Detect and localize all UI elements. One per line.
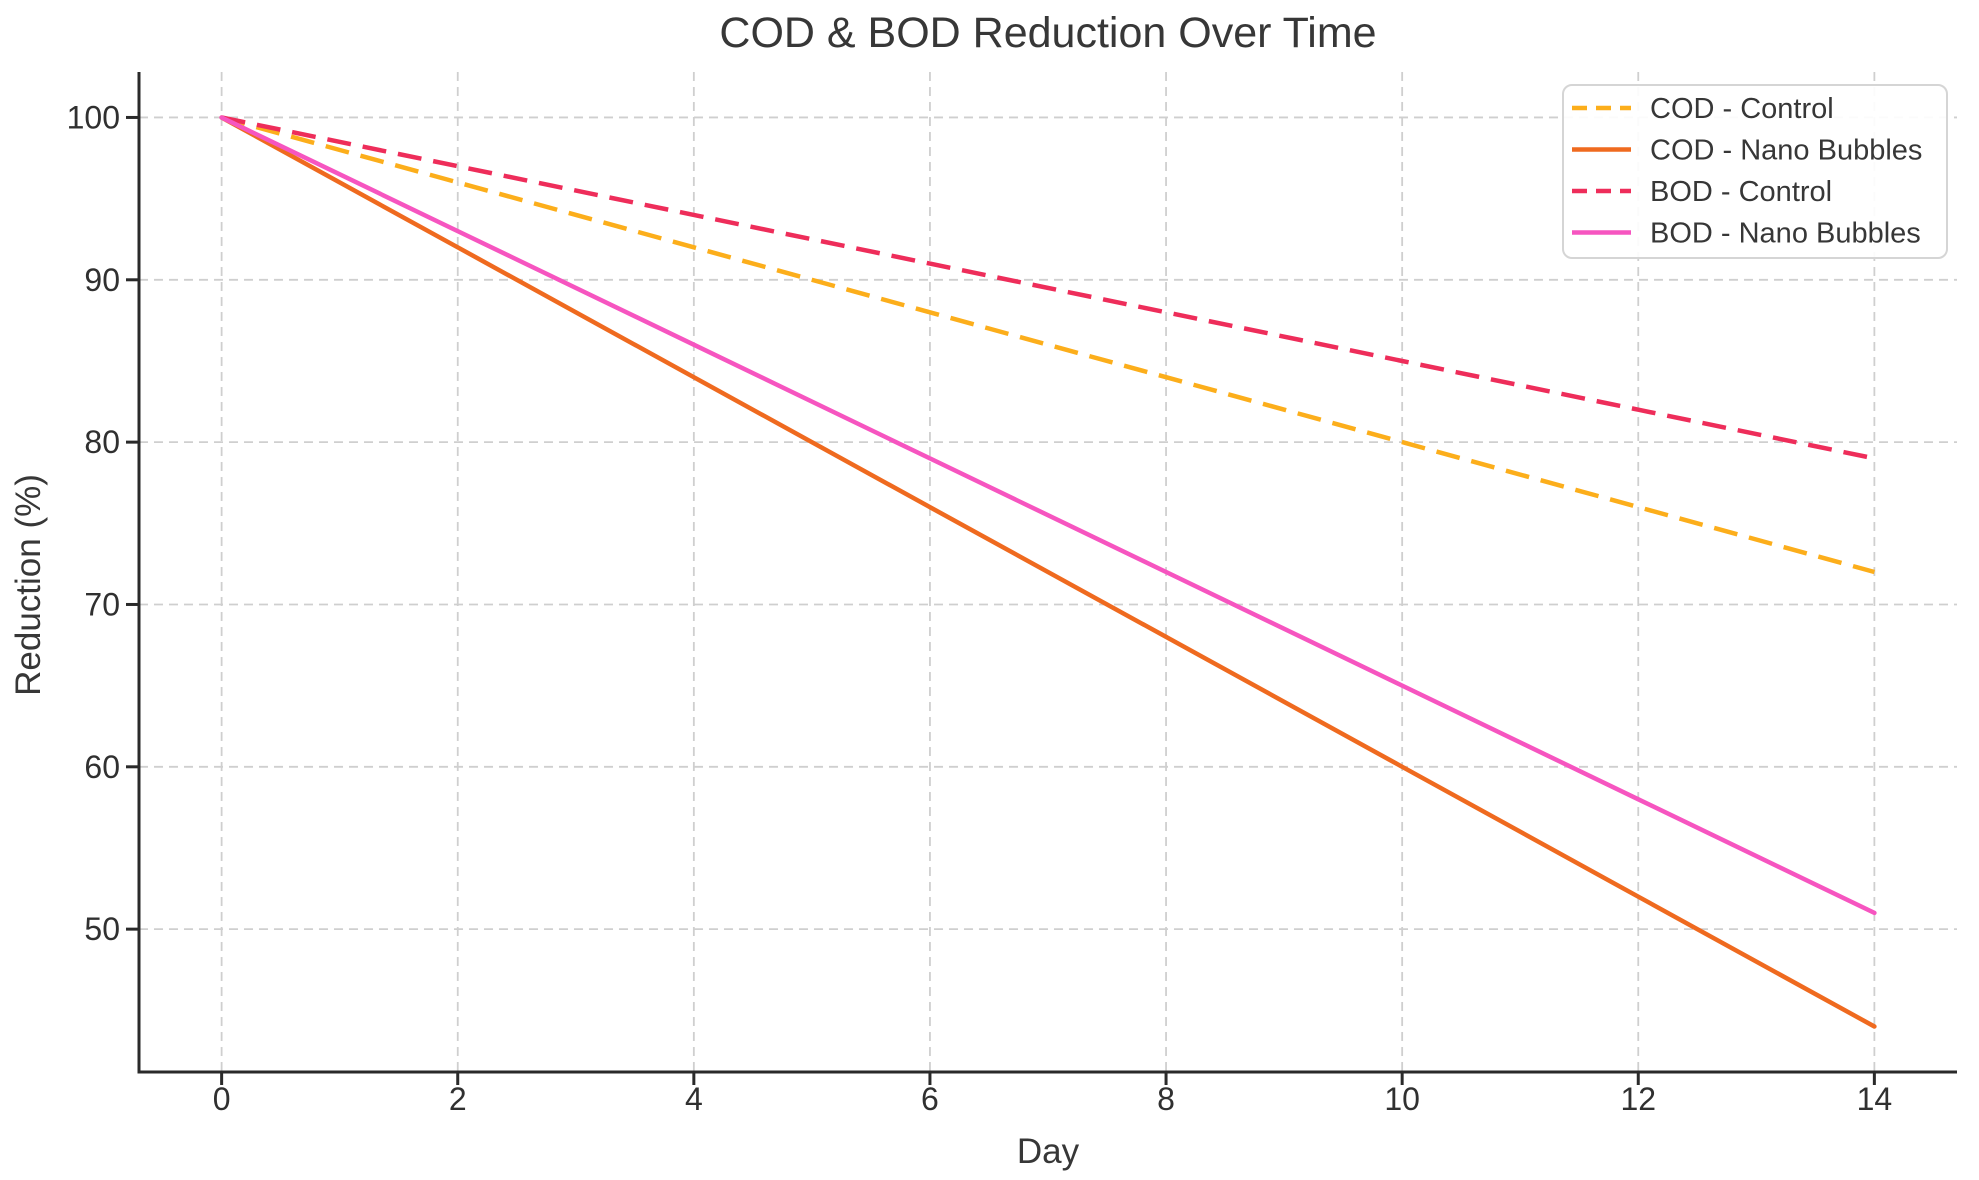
y-tick-label: 60: [84, 749, 120, 785]
y-tick-label: 100: [67, 99, 120, 135]
legend-item-bod-nano-bubbles: BOD - Nano Bubbles: [1572, 218, 1921, 250]
chart-title: COD & BOD Reduction Over Time: [719, 9, 1376, 57]
x-axis-label: Day: [1017, 1132, 1080, 1171]
x-tick-label: 8: [1157, 1081, 1175, 1117]
legend-item-cod-nano-bubbles: COD - Nano Bubbles: [1572, 135, 1922, 167]
axes-layer: 0 2 4 6 8 10 12 14 50 60 70 80 90 100: [67, 72, 1957, 1117]
y-tick-label: 50: [84, 911, 120, 947]
series-line-cod-nano-bubbles: [219, 115, 1877, 1029]
x-tick-label: 4: [685, 1081, 703, 1117]
x-tick-label: 12: [1620, 1081, 1656, 1117]
legend-item-cod-control: COD - Control: [1572, 93, 1834, 125]
x-tick-label: 14: [1857, 1081, 1893, 1117]
y-tick-label: 80: [84, 424, 120, 460]
y-tick-label: 70: [84, 586, 120, 622]
legend-label: COD - Control: [1650, 93, 1834, 125]
y-axis-label: Reduction (%): [9, 474, 48, 696]
x-tick-label: 0: [213, 1081, 231, 1117]
series-layer: [219, 115, 1877, 1029]
legend-item-bod-control: BOD - Control: [1572, 176, 1832, 208]
x-tick-label: 6: [921, 1081, 939, 1117]
legend-box: [1562, 84, 1948, 259]
x-tick-label: 2: [449, 1081, 467, 1117]
legend-label: BOD - Control: [1650, 176, 1832, 208]
series-line-bod-control: [221, 115, 1875, 461]
legend-label: COD - Nano Bubbles: [1650, 135, 1922, 167]
y-tick-label: 90: [84, 262, 120, 298]
legend: COD - Control COD - Nano Bubbles BOD - Con…: [1562, 84, 1948, 259]
series-line-bod-nano-bubbles: [219, 115, 1877, 916]
x-tick-label: 10: [1384, 1081, 1420, 1117]
legend-label: BOD - Nano Bubbles: [1650, 218, 1921, 250]
